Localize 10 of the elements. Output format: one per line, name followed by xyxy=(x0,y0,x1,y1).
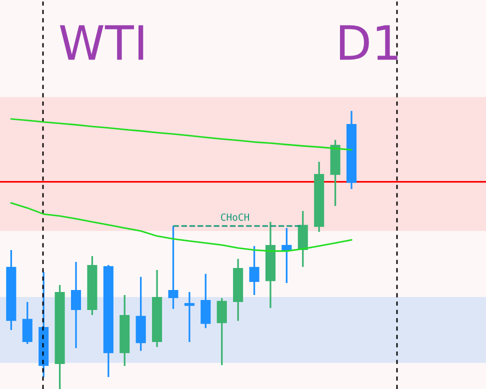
candlestick xyxy=(200,273,211,329)
candlestick xyxy=(216,297,227,366)
chart-subtitle: D1 xyxy=(340,25,398,60)
chart-title: WTI xyxy=(60,25,144,60)
candlestick xyxy=(168,225,178,310)
candlestick xyxy=(70,261,82,349)
candlestick xyxy=(249,245,260,296)
annotation: CHoCH xyxy=(221,213,249,221)
candlestick xyxy=(184,291,194,343)
candlestick xyxy=(22,301,32,345)
